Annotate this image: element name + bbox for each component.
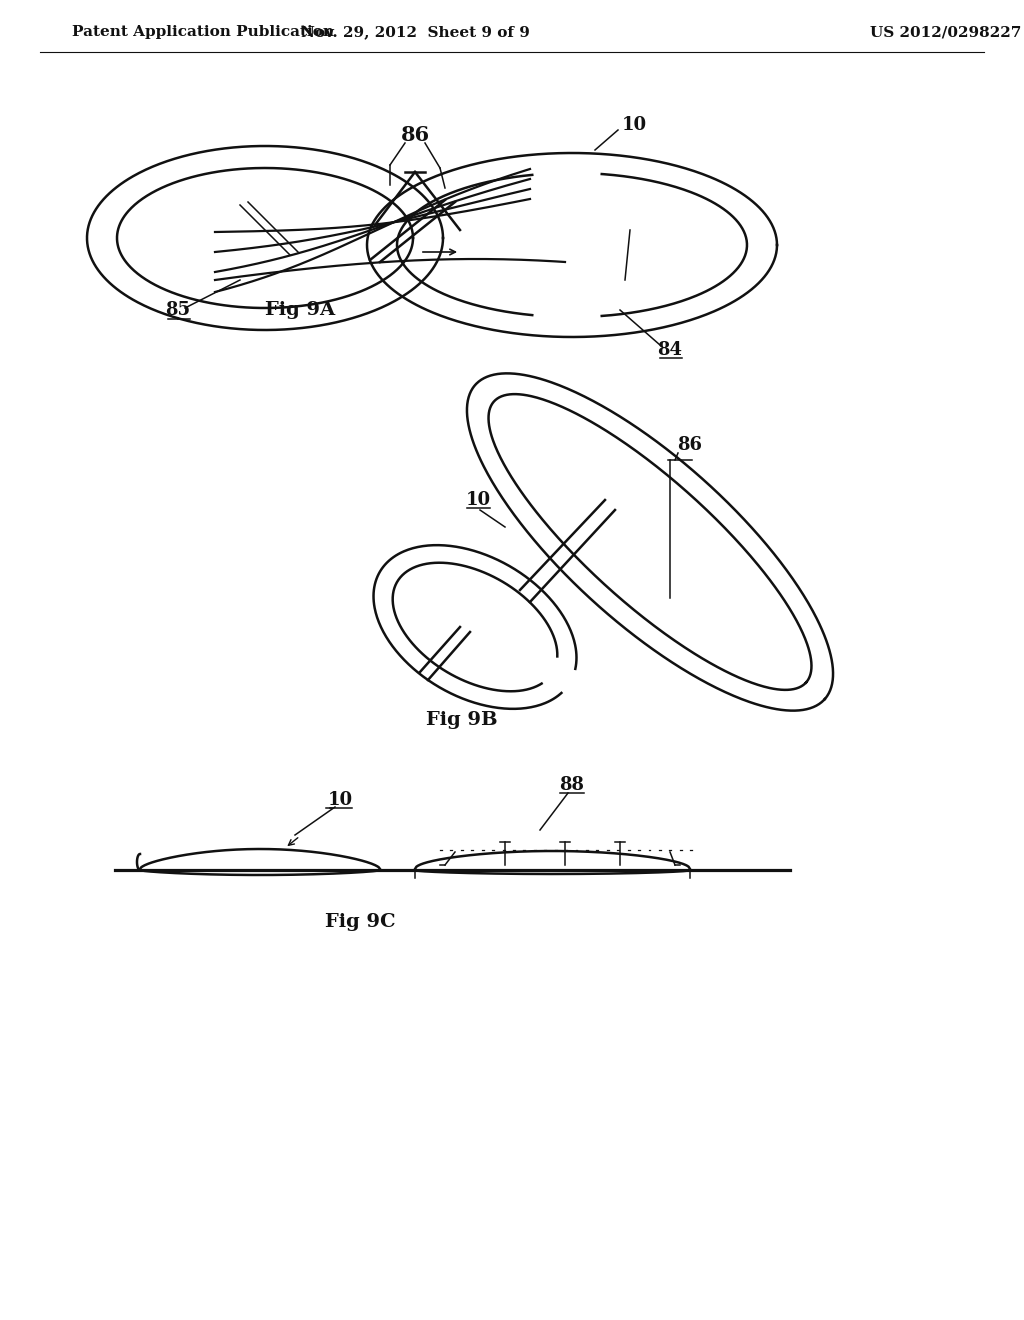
Text: 84: 84 xyxy=(657,341,683,359)
Text: 86: 86 xyxy=(678,436,702,454)
Text: 10: 10 xyxy=(328,791,352,809)
Text: US 2012/0298227 A1: US 2012/0298227 A1 xyxy=(870,25,1024,40)
Text: 85: 85 xyxy=(166,301,190,319)
Text: Fig 9A: Fig 9A xyxy=(265,301,335,319)
Text: Nov. 29, 2012  Sheet 9 of 9: Nov. 29, 2012 Sheet 9 of 9 xyxy=(301,25,529,40)
Text: Patent Application Publication: Patent Application Publication xyxy=(72,25,334,40)
Text: 86: 86 xyxy=(400,125,429,145)
Text: 88: 88 xyxy=(559,776,585,795)
Text: 10: 10 xyxy=(466,491,490,510)
Text: Fig 9B: Fig 9B xyxy=(426,711,498,729)
Text: Fig 9C: Fig 9C xyxy=(325,913,395,931)
Text: 10: 10 xyxy=(622,116,647,135)
